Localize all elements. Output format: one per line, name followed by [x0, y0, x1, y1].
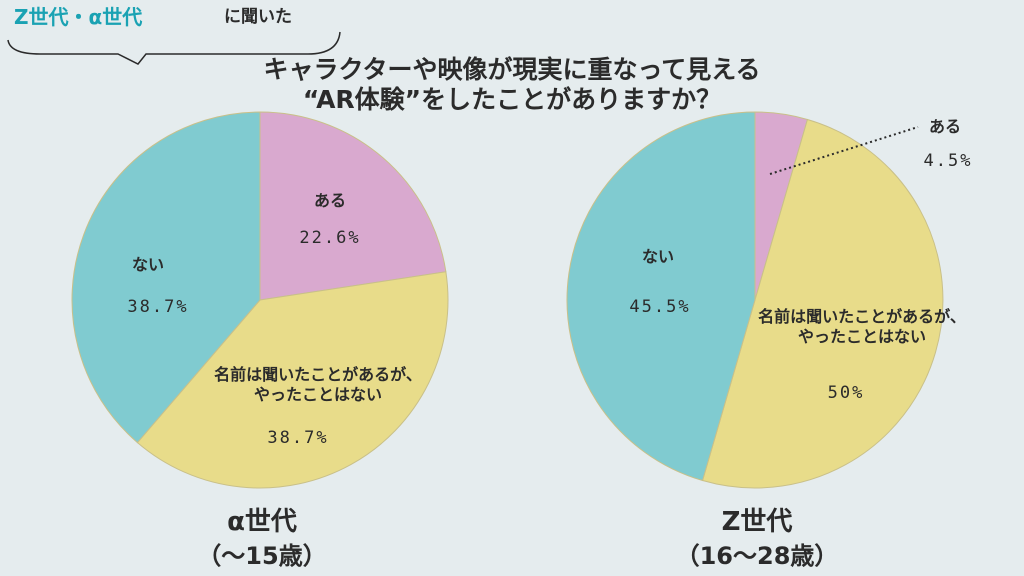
slice-value-label: 38.7%: [267, 428, 328, 448]
slice-value-label: 50%: [828, 383, 865, 403]
pie-slice: [259, 111, 447, 301]
pie-slice: [566, 111, 756, 482]
pie-slice: [701, 118, 944, 489]
title-line-2: “AR体験”をしたことがありますか？: [303, 85, 721, 114]
slice-label: ある: [929, 117, 961, 136]
slice-label: ある: [314, 191, 346, 210]
slice-label: 名前は聞いたことがあるが、やったことはない: [214, 365, 422, 404]
slice-value-label: 45.5%: [629, 297, 690, 317]
header-tag-colored: Z世代・α世代: [14, 5, 142, 29]
group-name: Z世代: [722, 507, 793, 537]
slice-value-label: 38.7%: [127, 297, 188, 317]
pie-slice: [71, 111, 261, 444]
header-tag-plain: に聞いた: [224, 7, 292, 27]
pie-chart-z: ある 4.5% 名前は聞いたことがあるが、やったことはない 50% ない 45.5% Z世代…: [566, 111, 973, 570]
slice-label: ない: [642, 247, 674, 266]
title-line-1: キャラクターや映像が現実に重なって見える: [263, 55, 760, 84]
leader-line: [769, 126, 919, 175]
speech-bubble-outline: [7, 31, 341, 65]
header-tag: Z世代・α世代 に聞いた: [7, 5, 341, 65]
group-name: α世代: [227, 507, 297, 537]
slice-label: ない: [132, 255, 164, 274]
slice-value-label: 22.6%: [299, 228, 360, 248]
slice-value-label: 4.5%: [924, 151, 973, 171]
slice-label: 名前は聞いたことがあるが、やったことはない: [758, 307, 966, 346]
group-age-range: （16〜28歳）: [676, 542, 839, 570]
group-age-range: （〜15歳）: [197, 542, 326, 570]
pie-chart-alpha: ある 22.6% 名前は聞いたことがあるが、やったことはない 38.7% ない 38.7%…: [71, 111, 449, 570]
pie-slice: [136, 271, 449, 489]
